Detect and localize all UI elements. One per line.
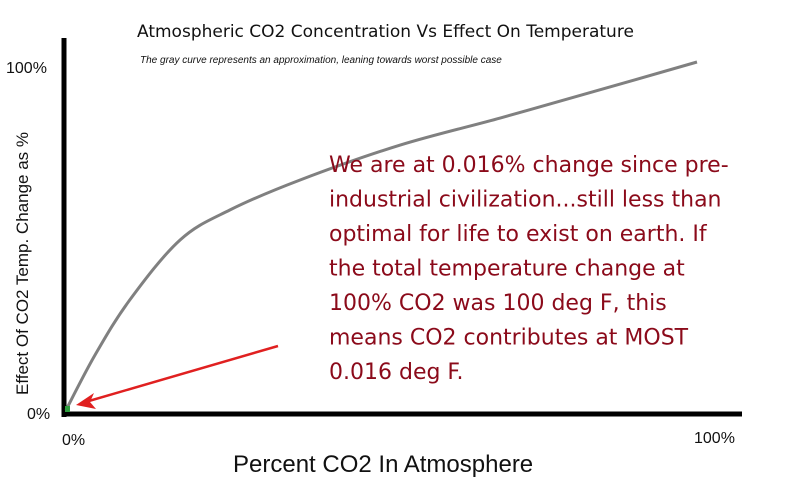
y-tick-label: 100% <box>6 60 47 77</box>
annotation-arrow <box>76 344 279 409</box>
chart-subtitle: The gray curve represents an approximati… <box>140 55 502 66</box>
y-tick-label: 0% <box>27 406 50 423</box>
x-axis-label: Percent CO2 In Atmosphere <box>233 451 533 478</box>
x-tick-label: 100% <box>694 430 735 447</box>
annotation-line: 100% CO2 was 100 deg F, this <box>329 291 667 316</box>
annotation-line: industrial civilization...still less tha… <box>329 188 722 213</box>
series-line <box>64 60 698 411</box>
x-tick-label: 0% <box>62 432 85 449</box>
y-axis-label: Effect Of CO2 Temp. Change as % <box>13 132 32 395</box>
current-level-marker <box>65 406 70 412</box>
annotation-line: 0.016 deg F. <box>329 360 464 385</box>
chart-title: Atmospheric CO2 Concentration Vs Effect … <box>137 22 634 42</box>
annotation-line: means CO2 contributes at MOST <box>329 326 689 351</box>
annotation-line: the total temperature change at <box>329 257 685 282</box>
annotation-line: We are at 0.016% change since pre- <box>329 153 729 178</box>
annotation-text: We are at 0.016% change since pre-indust… <box>329 153 729 385</box>
annotation-line: optimal for life to exist on earth. If <box>329 222 708 247</box>
